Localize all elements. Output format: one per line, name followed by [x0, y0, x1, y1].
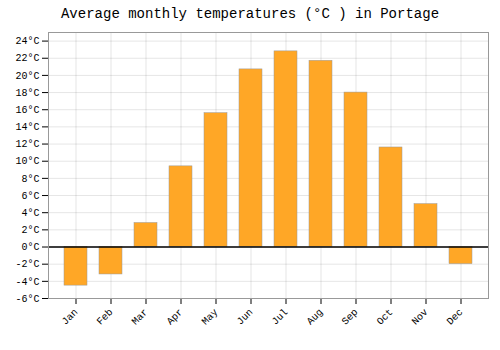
svg-text:-6°C: -6°C [15, 294, 39, 305]
svg-text:May: May [200, 307, 221, 328]
svg-text:0°C: 0°C [21, 242, 39, 253]
svg-text:12°C: 12°C [15, 139, 39, 150]
svg-text:Apr: Apr [165, 307, 186, 328]
svg-text:18°C: 18°C [15, 88, 39, 99]
svg-text:-2°C: -2°C [15, 259, 39, 270]
svg-text:4°C: 4°C [21, 208, 39, 219]
svg-text:22°C: 22°C [15, 53, 39, 64]
svg-text:24°C: 24°C [15, 36, 39, 47]
svg-text:Sep: Sep [340, 307, 361, 328]
svg-text:2°C: 2°C [21, 225, 39, 236]
svg-text:Oct: Oct [375, 307, 396, 328]
svg-text:Nov: Nov [410, 307, 431, 328]
svg-text:20°C: 20°C [15, 71, 39, 82]
svg-text:14°C: 14°C [15, 122, 39, 133]
svg-text:Aug: Aug [305, 307, 326, 328]
svg-text:16°C: 16°C [15, 105, 39, 116]
svg-text:6°C: 6°C [21, 191, 39, 202]
svg-text:Feb: Feb [95, 307, 116, 328]
svg-text:Jan: Jan [60, 307, 81, 328]
svg-text:Dec: Dec [445, 307, 466, 328]
html-text:Average monthly temperatures (: Average monthly temperatures (°C ) in Po… [61, 6, 439, 22]
svg-text:Jul: Jul [270, 307, 291, 328]
svg-text:10°C: 10°C [15, 156, 39, 167]
svg-text:Jun: Jun [235, 307, 256, 328]
svg-text:Mar: Mar [130, 307, 151, 328]
svg-text:-4°C: -4°C [15, 277, 39, 288]
svg-text:8°C: 8°C [21, 174, 39, 185]
